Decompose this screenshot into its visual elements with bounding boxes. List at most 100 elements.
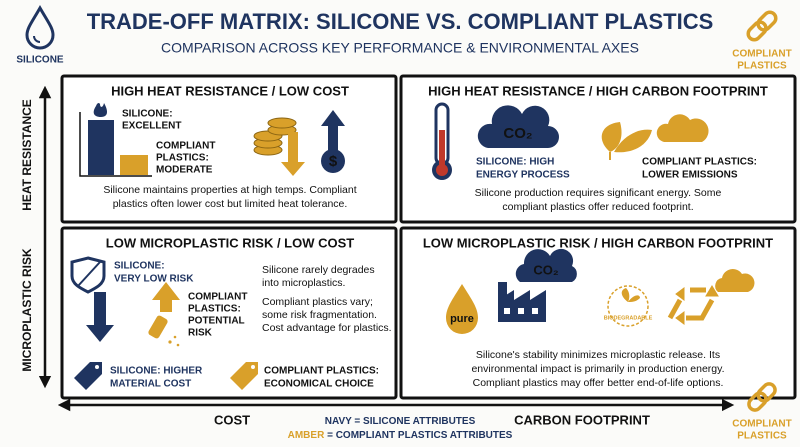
description: Silicone's stability minimizes microplas… xyxy=(476,349,720,361)
badge-label: PLASTICS xyxy=(737,61,787,72)
shield-icon-part xyxy=(168,340,172,344)
recycle-icon-part xyxy=(667,298,683,320)
shield-icon-part xyxy=(176,343,180,347)
compliant-label: PLASTICS: xyxy=(188,304,241,315)
factory-icon-part xyxy=(518,308,524,314)
note: Compliant plastics vary; xyxy=(262,296,373,308)
compliant-label: POTENTIAL xyxy=(188,316,245,327)
compliant-badge-part-part xyxy=(747,391,768,412)
legend-row: NAVY = SILICONE ATTRIBUTES xyxy=(325,416,476,427)
tag-icons-part xyxy=(251,365,255,369)
quadrant-box xyxy=(60,74,398,224)
compliant-label: COMPLIANT xyxy=(188,292,247,303)
quadrant-title: HIGH HEAT RESISTANCE / HIGH CARBON FOOTP… xyxy=(428,83,768,98)
cost-label: MATERIAL COST xyxy=(110,379,191,390)
bar-icon-part xyxy=(79,112,152,177)
compliant-badge-part xyxy=(746,10,778,42)
tag-icons-part xyxy=(95,365,99,369)
thermometer-icon-part xyxy=(439,130,445,166)
leaf-icon xyxy=(601,114,709,160)
bio-icon: BIODEGRADABLE xyxy=(604,285,653,327)
coins-icon-part xyxy=(267,117,297,129)
leaf-icon-part xyxy=(614,129,652,153)
silicone-badge: SILICONE xyxy=(16,4,64,66)
tag-icons-part xyxy=(74,362,102,390)
recycle-icon-part xyxy=(686,298,715,321)
description: Silicone maintains properties at high te… xyxy=(103,184,356,196)
tag-icons xyxy=(74,362,258,390)
recycle-icon-part xyxy=(715,269,755,292)
note: into microplastics. xyxy=(262,277,345,289)
leaf-icon-part xyxy=(656,114,709,142)
compliant-label: COMPLIANT PLASTICS: xyxy=(642,157,757,168)
cloud-icon: CO₂ xyxy=(477,105,559,148)
icon-text: pure xyxy=(450,313,474,325)
silicone-label: SILICONE: xyxy=(122,109,173,120)
quadrant-box xyxy=(399,226,797,400)
y-axis-label: HEAT RESISTANCE xyxy=(20,99,34,211)
cloud-text: CO₂ xyxy=(503,125,532,142)
compliant-badge-part-part xyxy=(756,10,778,32)
badge-label: COMPLIANT xyxy=(732,419,791,430)
compliant-badge-part xyxy=(747,382,777,412)
legend-row: AMBER = COMPLIANT PLASTICS ATTRIBUTES xyxy=(288,430,513,441)
cost-label: COMPLIANT PLASTICS: xyxy=(264,366,379,377)
silicone-label: VERY LOW RISK xyxy=(114,274,194,285)
coins-icon: $ xyxy=(253,110,345,176)
bio-icon-part xyxy=(621,288,640,302)
shield-icon-part xyxy=(86,292,114,342)
shield-icon xyxy=(70,256,180,347)
coins-icon-part xyxy=(321,149,345,173)
quadrant-2: HIGH HEAT RESISTANCE / HIGH CARBON FOOTP… xyxy=(428,83,768,212)
quadrant-title: HIGH HEAT RESISTANCE / LOW COST xyxy=(111,83,349,98)
thermometer-icon-part xyxy=(436,164,448,176)
silicone-badge-part xyxy=(33,35,41,43)
cloud-icon-part xyxy=(477,105,559,148)
description: environmental impact is primarily in pro… xyxy=(471,363,724,375)
recycle-icon xyxy=(667,269,755,325)
coins-icon-part xyxy=(321,110,345,150)
compliant-badge-part-part xyxy=(746,20,768,42)
compliant-label: PLASTICS: xyxy=(156,153,209,164)
compliant-label: COMPLIANT xyxy=(156,141,215,152)
legend-key: NAVY xyxy=(325,416,352,427)
description: Silicone production requires significant… xyxy=(475,187,722,199)
recycle-icon-part xyxy=(675,287,685,301)
description: Compliant plastics may offer better end-… xyxy=(473,377,724,389)
note: some risk fragmentation. xyxy=(262,309,377,321)
quadrant-title: LOW MICROPLASTIC RISK / HIGH CARBON FOOT… xyxy=(423,235,773,250)
note: Cost advantage for plastics. xyxy=(262,322,392,334)
shield-icon-part xyxy=(77,261,101,287)
compliant-badge-part-part xyxy=(756,382,777,403)
recycle-icon-part xyxy=(675,311,685,325)
badge-label: SILICONE xyxy=(16,55,64,66)
silicone-label: EXCELLENT xyxy=(122,121,181,132)
bar-icon-part xyxy=(120,155,148,175)
bar-icon-part xyxy=(93,102,108,117)
tag-icons-part xyxy=(230,362,258,390)
legend-text: = SILICONE ATTRIBUTES xyxy=(354,416,475,427)
compliant-badge: COMPLIANT PLASTICS xyxy=(732,10,792,72)
bio-icon-part xyxy=(607,285,649,327)
drop-icon: pure xyxy=(446,284,478,334)
shield-icon-part xyxy=(173,335,177,339)
cost-label: ECONOMICAL CHOICE xyxy=(264,379,374,390)
quadrant-box xyxy=(60,226,398,400)
quadrant-1: HIGH HEAT RESISTANCE / LOW COST SILICONE… xyxy=(79,83,357,210)
legend-text: = COMPLIANT PLASTICS ATTRIBUTES xyxy=(327,430,513,441)
factory-icon-part xyxy=(532,308,538,314)
shield-icon-part xyxy=(148,315,168,339)
icon-text: CO₂ xyxy=(533,262,559,277)
description: compliant plastics offer reduced footpri… xyxy=(502,201,693,213)
bar-icon xyxy=(79,102,152,177)
note: Silicone rarely degrades xyxy=(262,264,375,276)
recycle-icon-part xyxy=(705,285,719,297)
silicone-badge-part xyxy=(25,4,55,50)
description: plastics often lower cost but limited he… xyxy=(113,198,348,210)
shield-icon-part xyxy=(152,282,180,312)
leaf-icon-part xyxy=(601,122,622,152)
title: TRADE-OFF MATRIX: SILICONE VS. COMPLIANT… xyxy=(87,9,714,34)
drop-icon-part xyxy=(446,284,478,334)
